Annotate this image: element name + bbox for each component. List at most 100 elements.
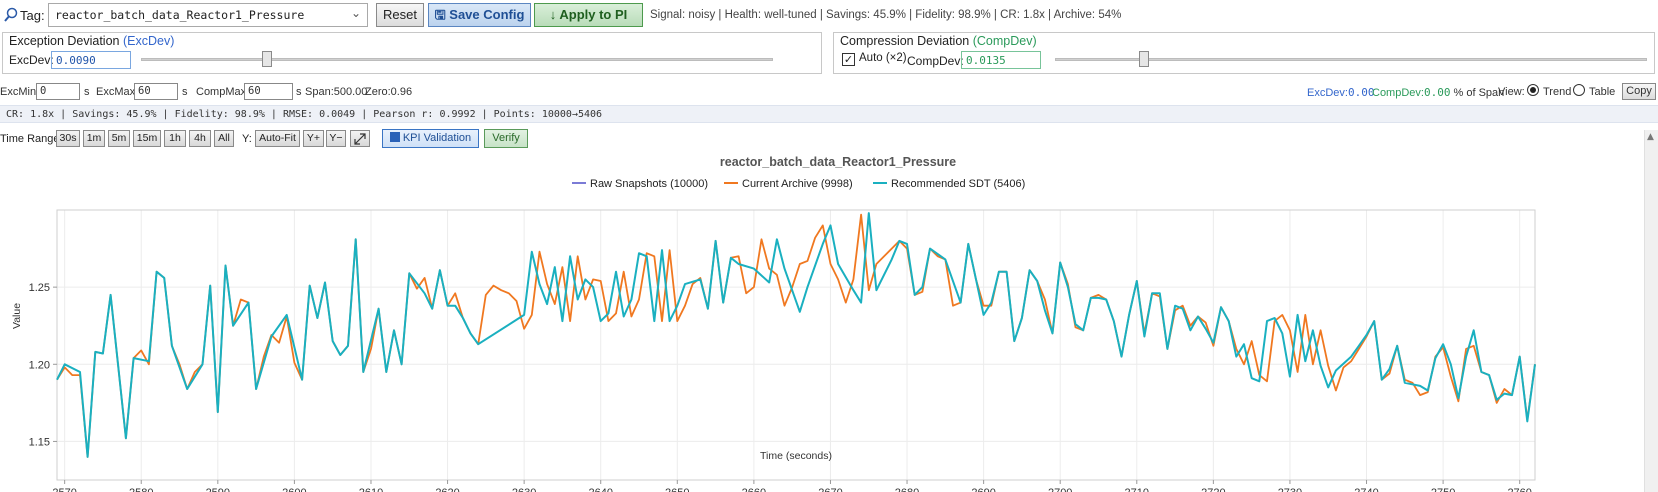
excdev-input[interactable]: 0.0090 xyxy=(51,51,131,69)
range-1m-button[interactable]: 1m xyxy=(83,130,105,147)
range-all-button[interactable]: All xyxy=(214,130,234,147)
comp-title-abbr: (CompDev) xyxy=(972,34,1037,48)
chart-series xyxy=(56,212,1536,458)
arrow-down-icon: ↓ xyxy=(549,7,557,22)
view-trend-label: Trend xyxy=(1543,86,1572,98)
y-axis: 1.15 1.20 1.25 xyxy=(29,282,57,448)
view-table-radio[interactable] xyxy=(1573,84,1585,96)
y-label: Y: xyxy=(242,133,252,145)
view-trend-radio[interactable] xyxy=(1527,84,1539,96)
trend-chart: reactor_batch_data_Reactor1_Pressure Raw… xyxy=(0,150,1658,492)
excdev-slider-thumb[interactable] xyxy=(262,51,273,67)
expand-button[interactable] xyxy=(350,130,370,147)
x-tick-label: 2710 xyxy=(1125,487,1149,492)
x-axis: 2570 2580 2590 2600 2610 2620 2630 2640 2650 2660… xyxy=(52,480,1532,492)
range-15m-button[interactable]: 15m xyxy=(133,130,161,147)
pct-suffix: % of Span xyxy=(1453,87,1505,99)
x-tick-label: 2680 xyxy=(895,487,919,492)
verify-button[interactable]: Verify xyxy=(484,129,528,148)
x-axis-label: Time (seconds) xyxy=(760,450,832,462)
save-config-label: Save Config xyxy=(449,7,525,22)
exc-title-abbr: (ExcDev) xyxy=(122,34,175,48)
excmin-input[interactable]: 0 xyxy=(36,83,80,100)
tag-select-value: reactor_batch_data_Reactor1_Pressure xyxy=(55,8,305,22)
range-5m-button[interactable]: 5m xyxy=(108,130,130,147)
excmax-label: ExcMax: xyxy=(96,86,139,98)
x-tick-label: 2670 xyxy=(818,487,842,492)
save-config-button[interactable]: 🖫 Save Config xyxy=(428,3,531,27)
zero-readout: Zero:0.96 xyxy=(365,86,413,98)
compdev-slider-thumb[interactable] xyxy=(1138,51,1149,67)
compmax-input[interactable]: 60 xyxy=(244,83,293,100)
range-30s-button[interactable]: 30s xyxy=(56,130,80,147)
y-plus-button[interactable]: Y+ xyxy=(303,130,324,147)
view-table-label: Table xyxy=(1589,86,1616,98)
expand-icon xyxy=(354,133,366,145)
excdev-pct-readout: ExcDev:0.00 xyxy=(1307,86,1374,99)
chart-title: reactor_batch_data_Reactor1_Pressure xyxy=(720,155,956,169)
excmax-input[interactable]: 60 xyxy=(134,83,178,100)
toolbar: Tag: reactor_batch_data_Reactor1_Pressur… xyxy=(0,0,1658,32)
comp-title-text: Compression Deviation xyxy=(840,34,970,48)
x-tick-label: 2570 xyxy=(52,487,76,492)
time-range-toolbar: Time Range: 30s 1m 5m 15m 1h 4h All Y: A… xyxy=(0,128,1658,150)
excdev-label: ExcDev: xyxy=(9,53,54,67)
y-minus-button[interactable]: Y− xyxy=(326,130,346,147)
apply-to-pi-label: Apply to PI xyxy=(559,7,628,22)
exception-deviation-panel: Exception Deviation (ExcDev) ExcDev: 0.0… xyxy=(2,32,822,74)
trend-chart-svg: reactor_batch_data_Reactor1_Pressure Raw… xyxy=(11,155,1536,492)
x-tick-label: 2590 xyxy=(206,487,230,492)
legend-label: Recommended SDT (5406) xyxy=(891,178,1025,190)
search-icon xyxy=(4,7,18,22)
compdev-pct-label: CompDev: xyxy=(1372,87,1424,99)
chart-legend: Raw Snapshots (10000) Current Archive (99… xyxy=(572,178,1025,190)
legend-label: Raw Snapshots (10000) xyxy=(590,178,708,190)
excdev-pct-value: 0.00 xyxy=(1347,86,1375,99)
exception-deviation-title: Exception Deviation (ExcDev) xyxy=(9,34,174,48)
x-tick-label: 2740 xyxy=(1354,487,1378,492)
x-tick-label: 2600 xyxy=(282,487,306,492)
compdev-pct-value: 0.00 xyxy=(1423,86,1451,99)
parameter-row: ExcMin: 0 s ExcMax: 60 s CompMax: 60 s S… xyxy=(0,82,1658,102)
x-tick-label: 2700 xyxy=(1048,487,1072,492)
compdev-slider-track[interactable] xyxy=(1055,58,1647,61)
reset-button[interactable]: Reset xyxy=(376,3,424,27)
range-1h-button[interactable]: 1h xyxy=(164,130,186,147)
x-tick-label: 2690 xyxy=(971,487,995,492)
x-tick-label: 2610 xyxy=(359,487,383,492)
metrics-bar: CR: 1.8x | Savings: 45.9% | Fidelity: 98… xyxy=(0,105,1658,123)
span-readout: Span:500.00 xyxy=(305,86,368,98)
kpi-validation-label: KPI Validation xyxy=(402,132,472,144)
x-tick-label: 2730 xyxy=(1278,487,1302,492)
x-tick-label: 2720 xyxy=(1201,487,1225,492)
scroll-up-icon[interactable]: ▲ xyxy=(1647,132,1654,142)
y-tick-label: 1.15 xyxy=(29,436,50,448)
chevron-down-icon: ⌄ xyxy=(350,6,361,20)
chart-grid xyxy=(57,210,1535,480)
excdev-slider-track[interactable] xyxy=(141,58,773,61)
x-tick-label: 2650 xyxy=(665,487,689,492)
y-tick-label: 1.25 xyxy=(29,282,50,294)
compression-deviation-title: Compression Deviation (CompDev) xyxy=(840,34,1037,48)
x-tick-label: 2630 xyxy=(512,487,536,492)
kpi-validation-button[interactable]: KPI Validation xyxy=(382,129,479,148)
x-tick-label: 2750 xyxy=(1431,487,1455,492)
compdev-input[interactable]: 0.0135 xyxy=(961,51,1041,69)
save-icon: 🖫 xyxy=(434,7,446,22)
apply-to-pi-button[interactable]: ↓ Apply to PI xyxy=(534,3,643,27)
x-tick-label: 2660 xyxy=(742,487,766,492)
compdev-pct-readout: CompDev:0.00 % of Span xyxy=(1372,86,1504,99)
excmin-unit: s xyxy=(84,86,90,98)
autofit-button[interactable]: Auto-Fit xyxy=(255,130,300,147)
range-4h-button[interactable]: 4h xyxy=(189,130,211,147)
excdev-pct-label: ExcDev: xyxy=(1307,87,1348,99)
time-range-label: Time Range: xyxy=(0,133,63,145)
exc-title-text: Exception Deviation xyxy=(9,34,120,48)
tag-select[interactable]: reactor_batch_data_Reactor1_Pressure ⌄ xyxy=(48,3,368,27)
compdev-label: CompDev: xyxy=(907,54,964,68)
x-tick-label: 2620 xyxy=(435,487,459,492)
copy-button[interactable]: Copy xyxy=(1622,83,1656,100)
compmax-label: CompMax: xyxy=(196,86,250,98)
chart-scrollbar[interactable]: ▲ xyxy=(1644,130,1658,492)
auto-checkbox[interactable]: ✓ xyxy=(842,53,855,66)
